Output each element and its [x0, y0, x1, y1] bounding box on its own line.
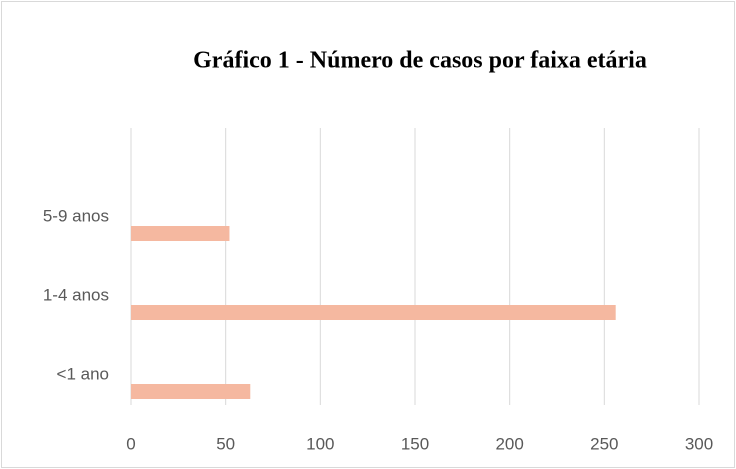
bar [131, 305, 616, 320]
x-tick-label: 0 [126, 434, 135, 453]
x-tick-label: 150 [401, 434, 429, 453]
x-tick-label: 100 [306, 434, 334, 453]
bar [131, 226, 230, 241]
x-tick-label: 50 [216, 434, 235, 453]
x-tick-label: 250 [590, 434, 618, 453]
y-tick-label: 5-9 anos [43, 206, 109, 225]
x-tick-label: 300 [685, 434, 713, 453]
y-tick-label: <1 ano [57, 364, 109, 383]
y-tick-label: 1-4 anos [43, 285, 109, 304]
x-tick-label: 200 [495, 434, 523, 453]
chart-title: Gráfico 1 - Número de casos por faixa et… [193, 48, 647, 74]
bar [131, 384, 251, 399]
